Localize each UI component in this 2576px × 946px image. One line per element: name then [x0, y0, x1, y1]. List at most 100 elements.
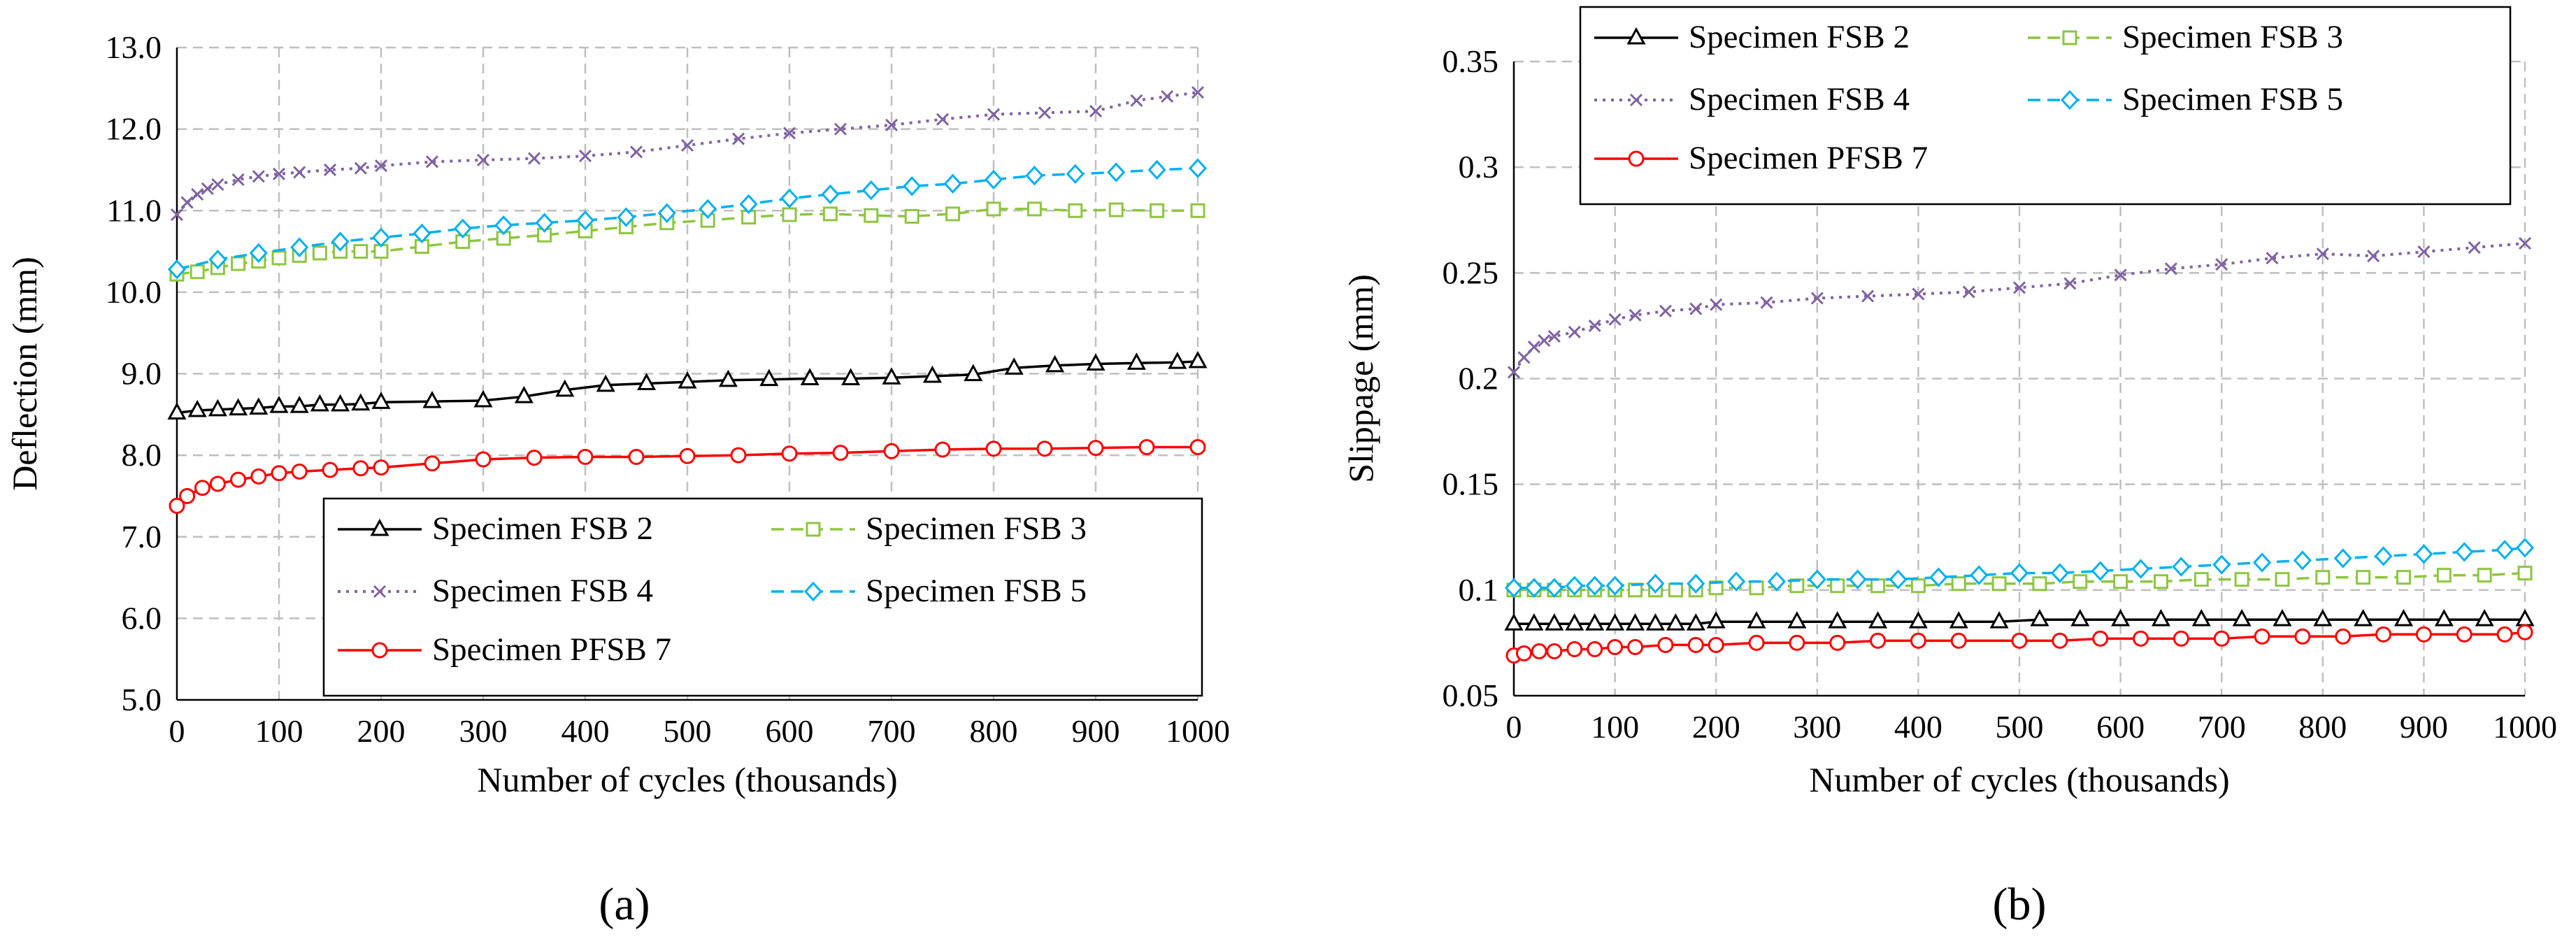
data-point — [1910, 578, 1926, 594]
data-point — [208, 399, 227, 417]
legend-label: Specimen FSB 4 — [432, 573, 653, 609]
y-tick-label: 0.1 — [1459, 572, 1499, 608]
data-point — [208, 250, 227, 270]
data-point — [290, 237, 309, 257]
data-point — [922, 365, 942, 383]
data-point — [2111, 609, 2131, 626]
data-point — [985, 440, 1002, 457]
data-point — [1168, 352, 1187, 369]
series-specimen-fsb-2 — [167, 350, 1208, 420]
data-point — [371, 392, 391, 409]
data-point — [1727, 571, 1746, 592]
data-point — [180, 196, 194, 209]
data-point — [2315, 570, 2331, 585]
data-point — [1760, 296, 1773, 309]
legend: Specimen FSB 2 Specimen FSB 3 Specimen FSB… — [1579, 6, 2512, 206]
data-point — [1749, 580, 1764, 596]
data-point — [1086, 353, 1105, 371]
data-point — [310, 394, 329, 412]
data-point — [1668, 582, 1683, 598]
data-point — [1138, 438, 1155, 455]
data-point — [1848, 569, 1867, 589]
chart-a: 0 100 200 300 400 500 600 700 800 900 1000 5.0 6.0 7.… — [5, 29, 1230, 930]
legend-label: Specimen FSB 2 — [432, 510, 653, 547]
data-point — [1991, 576, 2007, 592]
data-point — [2517, 566, 2533, 581]
series-specimen-fsb-5 — [167, 158, 1208, 280]
x-tick-label: 100 — [255, 713, 303, 749]
data-point — [1546, 643, 1563, 660]
data-point — [2515, 609, 2535, 626]
data-point — [351, 393, 371, 411]
data-point — [1026, 201, 1042, 217]
data-point — [167, 259, 187, 280]
data-point — [2415, 626, 2432, 643]
data-point — [861, 180, 880, 201]
x-tick-label: 0 — [169, 713, 185, 749]
data-point — [1710, 298, 1723, 311]
legend-label: Specimen FSB 3 — [2122, 19, 2343, 55]
x-tick-label: 400 — [561, 713, 610, 749]
data-point — [1087, 440, 1104, 457]
series-line — [176, 166, 1198, 271]
y-tick-label: 10.0 — [106, 274, 162, 310]
data-point — [2215, 258, 2228, 271]
data-point — [252, 170, 265, 183]
data-point — [945, 206, 961, 222]
data-point — [1870, 632, 1887, 649]
x-tick-label: 800 — [970, 713, 1018, 749]
data-point — [1161, 89, 1174, 103]
data-point — [2153, 574, 2168, 589]
data-point — [1657, 636, 1674, 653]
data-point — [269, 396, 289, 413]
data-point — [2496, 626, 2513, 643]
data-point — [1829, 634, 1846, 651]
data-point — [1645, 613, 1665, 631]
data-point — [2475, 609, 2494, 626]
data-point — [272, 167, 286, 180]
y-axis-title: Slippage (mm) — [1341, 274, 1380, 483]
x-tick-label: 900 — [1072, 713, 1120, 749]
data-point — [1889, 569, 1908, 589]
data-point — [1870, 578, 1886, 594]
data-point — [475, 451, 492, 468]
data-point — [1531, 643, 1547, 660]
data-point — [1507, 366, 1521, 379]
data-point — [2063, 277, 2077, 290]
x-tick-label: 200 — [1692, 709, 1740, 745]
data-point — [1747, 611, 1766, 629]
data-point — [2515, 538, 2535, 558]
data-point — [934, 441, 951, 458]
x-tick-label: 700 — [2198, 709, 2246, 745]
y-tick-label: 0.3 — [1459, 149, 1499, 185]
legend-box — [322, 497, 1203, 697]
data-point — [2254, 628, 2270, 645]
data-point — [2477, 568, 2492, 583]
legend-swatch-marker — [370, 518, 389, 536]
data-point — [2367, 250, 2380, 263]
data-point — [841, 368, 861, 385]
legend-swatch-marker — [371, 642, 388, 659]
x-axis-title: Number of cycles (thousands) — [1809, 760, 2229, 799]
data-point — [2073, 574, 2088, 589]
data-point — [1748, 634, 1765, 651]
data-point — [1130, 94, 1143, 107]
data-point — [494, 215, 513, 236]
data-point — [167, 402, 187, 420]
data-point — [1607, 638, 1624, 655]
data-point — [1808, 569, 1826, 589]
legend-swatch-marker — [2062, 30, 2077, 45]
data-point — [1545, 578, 1564, 599]
data-point — [2234, 572, 2249, 587]
data-point — [2191, 609, 2211, 626]
data-point — [231, 173, 245, 186]
data-point — [2436, 568, 2452, 583]
data-point — [731, 132, 745, 145]
data-point — [2333, 548, 2352, 568]
data-point — [413, 223, 431, 244]
data-point — [1504, 613, 1524, 631]
legend-swatch-marker — [803, 581, 823, 602]
data-point — [371, 227, 391, 248]
data-point — [2417, 245, 2431, 259]
x-tick-label: 1000 — [2493, 709, 2557, 745]
